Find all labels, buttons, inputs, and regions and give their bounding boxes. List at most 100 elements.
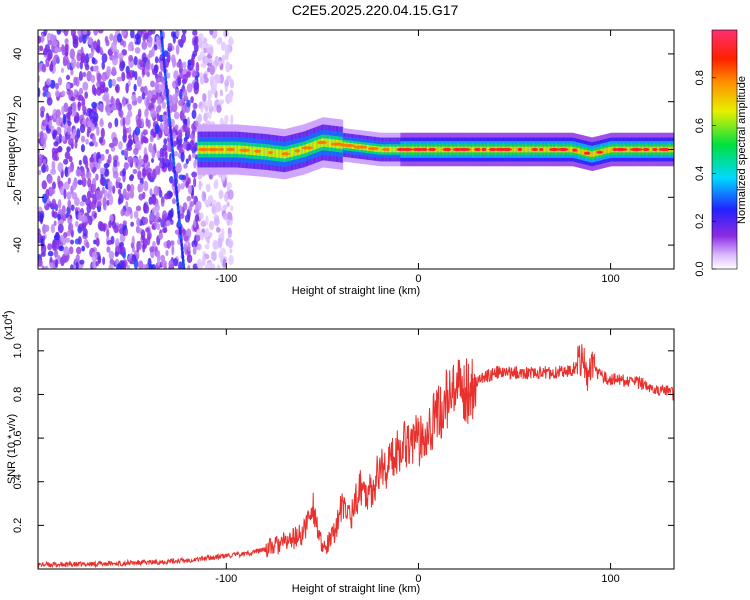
heatmap-cell <box>81 170 86 181</box>
heatmap-cell <box>69 48 76 60</box>
heatmap-cell <box>162 90 167 100</box>
heatmap-cell <box>162 144 168 152</box>
heatmap-cell <box>178 88 183 100</box>
heatmap-cell <box>61 90 66 97</box>
heatmap-cell <box>182 141 187 150</box>
heatmap-cell <box>76 52 82 62</box>
spectrogram-panel: -100 0 100 -40 -20 0 20 40 Height of straight l… <box>6 29 675 297</box>
heatmap-cell <box>126 183 131 192</box>
heatmap-cell <box>57 198 62 209</box>
heatmap-cell <box>38 74 41 83</box>
heatmap-cell <box>82 215 88 223</box>
heatmap-cell <box>182 122 188 132</box>
heatmap-cell <box>198 37 203 48</box>
heatmap-cell <box>40 243 47 255</box>
heatmap-cell <box>40 110 45 118</box>
heatmap-cell <box>204 243 210 250</box>
heatmap-cell <box>99 81 106 88</box>
heatmap-cell <box>113 159 118 168</box>
heatmap-cell <box>87 36 93 45</box>
colorbar-tick-label: 0.6 <box>694 118 706 133</box>
heatmap-cell <box>211 199 217 206</box>
heatmap-cell <box>51 181 56 190</box>
heatmap-cell <box>43 30 48 36</box>
heatmap-cell <box>70 57 77 69</box>
heatmap-cell <box>197 258 202 267</box>
heatmap-cell <box>70 204 75 211</box>
heatmap-cell <box>93 40 98 50</box>
heatmap-cell <box>328 138 331 148</box>
heatmap-cell <box>94 162 101 170</box>
heatmap-cell <box>51 209 55 218</box>
heatmap-cell <box>138 60 144 66</box>
heatmap-cell <box>65 82 71 89</box>
heatmap-cell <box>393 146 396 153</box>
heatmap-cell <box>86 70 92 82</box>
heatmap-cell <box>127 103 132 112</box>
heatmap-cell <box>192 30 198 36</box>
heatmap-cell <box>130 221 135 227</box>
heatmap-cell <box>603 148 605 155</box>
colorbar-tick-label: 0.4 <box>694 166 706 181</box>
heatmap-cell <box>168 175 174 184</box>
heatmap-cell <box>85 241 90 249</box>
heatmap-cell <box>140 229 146 241</box>
heatmap-cell <box>182 202 188 211</box>
heatmap-cell <box>53 220 57 226</box>
heatmap-cell <box>52 39 58 47</box>
heatmap-cell <box>116 160 120 167</box>
heatmap-cell <box>213 217 220 227</box>
heatmap-cell <box>158 128 163 139</box>
heatmap-cell <box>513 146 515 153</box>
heatmap-cell <box>80 52 86 64</box>
heatmap-cell <box>103 162 109 169</box>
heatmap-cell <box>95 237 100 247</box>
heatmap-cell <box>93 239 97 245</box>
heatmap-cell <box>105 104 110 112</box>
snr-ytick-label: 0.6 <box>12 430 24 445</box>
colorbar: 0.0 0.2 0.4 0.6 0.8 Normalized spectral ampl… <box>694 29 748 277</box>
heatmap-cell <box>94 232 99 239</box>
heatmap-cell <box>122 188 127 199</box>
heatmap-cell <box>116 176 122 183</box>
heatmap-cell <box>146 98 150 106</box>
heatmap-cell <box>235 145 238 154</box>
heatmap-cell <box>159 30 163 33</box>
heatmap-cell <box>280 149 283 159</box>
heatmap-cell <box>226 201 230 207</box>
heatmap-cell <box>537 146 540 153</box>
heatmap-cell <box>106 199 110 206</box>
heatmap-cell <box>88 108 94 120</box>
heatmap-cell <box>227 189 234 200</box>
heatmap-cell <box>526 146 528 153</box>
heatmap-cell <box>606 147 609 154</box>
heatmap-cell <box>228 254 234 266</box>
heatmap-cell <box>272 148 275 158</box>
heatmap-cell <box>68 246 74 255</box>
heatmap-cell <box>75 168 82 177</box>
heatmap-cell <box>521 146 524 153</box>
heatmap-cell <box>86 203 92 214</box>
heatmap-cell <box>122 117 126 127</box>
heatmap-cell <box>48 187 54 196</box>
heatmap-cell <box>188 205 193 212</box>
heatmap-cell <box>91 251 98 263</box>
heatmap-cell <box>199 212 204 220</box>
heatmap-cell <box>104 168 110 177</box>
heatmap-cell <box>78 223 84 232</box>
heatmap-cell <box>47 250 54 257</box>
heatmap-cell <box>197 173 201 180</box>
heatmap-cell <box>214 179 219 189</box>
heatmap-cell <box>607 147 610 154</box>
heatmap-cell <box>300 145 302 155</box>
heatmap-cell <box>63 158 69 165</box>
heatmap-cell <box>68 138 74 146</box>
heatmap-cell <box>479 146 482 153</box>
heatmap-cell <box>214 73 221 81</box>
heatmap-cell <box>264 147 266 157</box>
heatmap-cell <box>156 223 161 231</box>
heatmap-cell <box>189 133 196 140</box>
heatmap-cell <box>367 147 379 151</box>
heatmap-cell <box>134 70 138 81</box>
heatmap-cell <box>137 260 144 269</box>
